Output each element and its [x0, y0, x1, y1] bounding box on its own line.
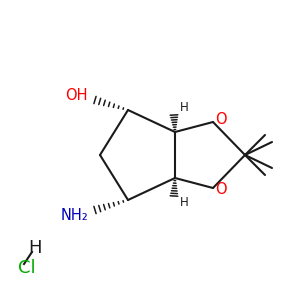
Text: Cl: Cl — [18, 259, 36, 277]
Text: O: O — [215, 182, 226, 197]
Text: H: H — [28, 239, 41, 257]
Text: NH₂: NH₂ — [60, 208, 88, 224]
Text: H: H — [180, 196, 189, 209]
Text: O: O — [215, 112, 226, 128]
Text: H: H — [180, 101, 189, 114]
Text: OH: OH — [65, 88, 88, 104]
